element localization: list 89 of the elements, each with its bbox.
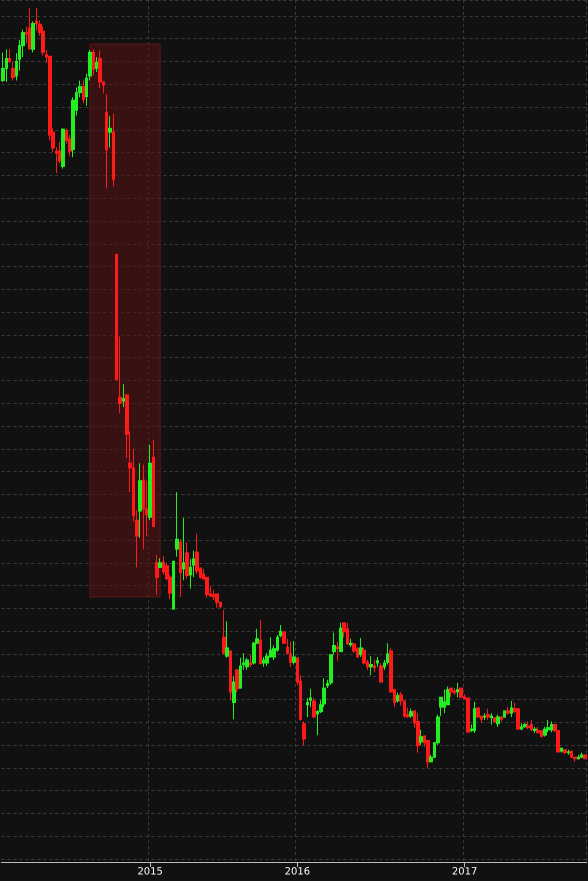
candlestick <box>483 712 486 720</box>
candlestick <box>563 749 567 755</box>
candlestick <box>175 492 179 558</box>
candlestick <box>506 706 510 716</box>
candlestick <box>416 712 420 754</box>
candlestick <box>195 533 199 575</box>
x-tick-label: 2016 <box>284 866 310 878</box>
candlestick <box>379 662 383 684</box>
candlestick <box>289 641 292 668</box>
candlestick <box>456 682 460 698</box>
candlestick <box>249 654 252 668</box>
candlestick <box>583 754 587 760</box>
candlestick <box>155 554 159 596</box>
candlestick <box>550 721 553 733</box>
candlestick <box>459 688 463 698</box>
candlestick <box>453 688 456 696</box>
candlestick <box>533 726 537 734</box>
candlestick <box>396 692 399 704</box>
x-tick-label: 2017 <box>452 866 478 878</box>
candlestick <box>292 640 296 666</box>
candlestick <box>496 714 500 728</box>
candlestick <box>182 517 185 581</box>
candlestick <box>262 656 266 668</box>
candlestick <box>536 726 540 734</box>
candlestick <box>356 646 359 658</box>
candlestick <box>443 689 446 714</box>
candlestick <box>92 48 95 76</box>
candlestick <box>359 637 363 658</box>
candlestick <box>222 609 226 656</box>
candlestick <box>449 688 453 698</box>
candlestick <box>560 748 563 754</box>
candlestick <box>61 128 65 170</box>
candlestick <box>1 52 5 83</box>
candlestick <box>493 716 496 724</box>
candlestick <box>426 740 430 768</box>
candlestick <box>229 650 232 701</box>
candlestick <box>373 659 376 673</box>
candlestick <box>486 708 490 720</box>
candlestick <box>409 708 413 718</box>
candlestick <box>352 642 356 654</box>
candlestick <box>95 56 98 73</box>
candlestick <box>148 444 152 521</box>
candlestick <box>523 722 527 728</box>
candlestick <box>580 752 583 758</box>
candlestick <box>346 622 349 646</box>
candlestick <box>138 462 142 538</box>
candlestick <box>570 750 573 758</box>
candlestick <box>546 719 550 733</box>
candlestick <box>369 656 373 676</box>
candlestick <box>105 94 108 189</box>
candlestick <box>142 464 145 550</box>
candlestick <box>232 675 236 720</box>
candlestick <box>225 620 229 658</box>
candlestick <box>82 80 85 104</box>
candlestick <box>577 754 580 760</box>
candlestick <box>336 641 339 662</box>
candlestick <box>520 722 523 730</box>
candlestick <box>526 721 530 730</box>
candlestick <box>567 749 570 756</box>
candlestick <box>259 619 262 664</box>
candlestick <box>108 116 112 148</box>
candlestick <box>312 697 316 718</box>
candlestick <box>152 439 155 527</box>
candlestick <box>349 638 353 648</box>
candlestick <box>466 697 470 733</box>
candlestick <box>122 384 125 408</box>
candlestick <box>172 560 175 610</box>
candlestick <box>158 558 162 569</box>
candlestick <box>530 719 533 732</box>
candlestick <box>302 721 306 746</box>
candlestick <box>239 657 242 689</box>
candlestick <box>185 542 189 580</box>
candlestick <box>503 710 506 718</box>
candlestick <box>376 656 379 668</box>
candlestick <box>540 730 543 738</box>
candlestick <box>490 712 493 726</box>
x-tick-label: 2015 <box>137 866 163 878</box>
candlestick <box>339 622 343 652</box>
candlestick <box>473 701 476 734</box>
candlestick <box>179 538 182 598</box>
candlestick <box>245 657 249 670</box>
candlestick <box>112 113 115 187</box>
candlestick <box>31 20 35 53</box>
candlestick <box>419 729 423 746</box>
candlestick <box>5 48 8 83</box>
candlestick <box>500 716 503 722</box>
candlestick <box>235 669 239 694</box>
candlestick <box>215 593 219 608</box>
candlestick <box>510 700 513 718</box>
